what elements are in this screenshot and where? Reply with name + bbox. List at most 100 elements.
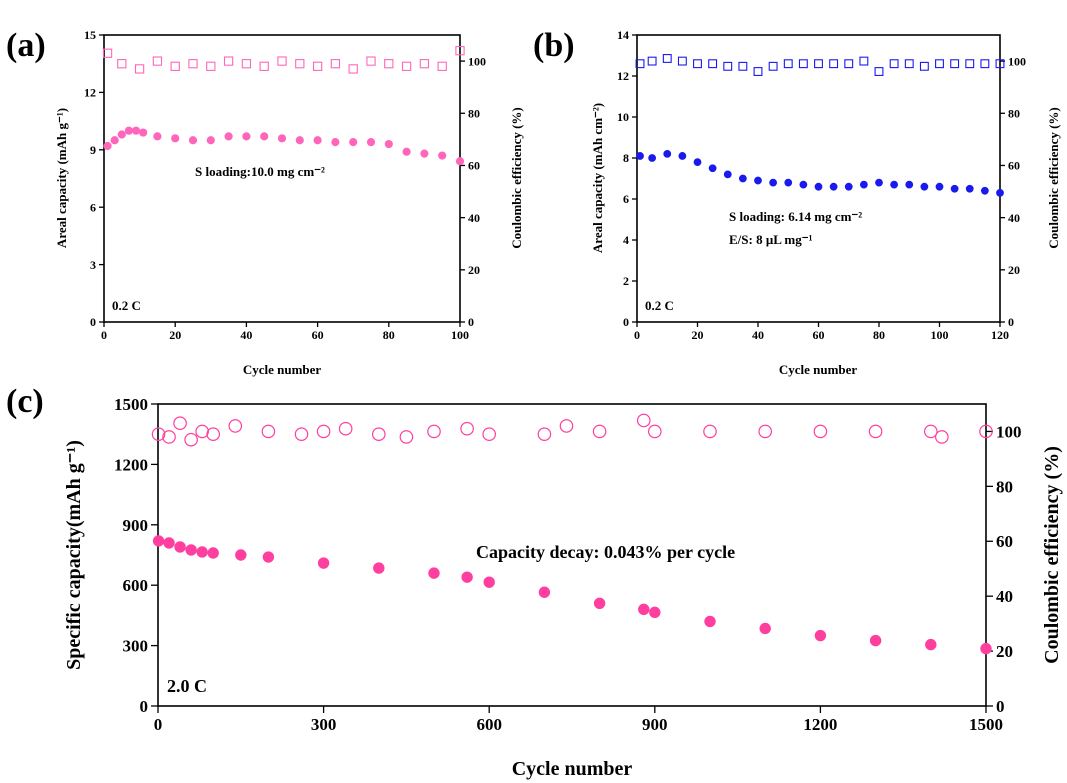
panel-b-efficiency-point (783, 59, 793, 69)
panel-c-efficiency-point (703, 424, 717, 439)
panel-c-y2-tick-label: 0 (996, 697, 1005, 716)
panel-a-capacity-point (117, 130, 126, 139)
panel-c-y-tick-label: 900 (123, 516, 149, 535)
panel-a-efficiency-point (241, 59, 252, 69)
panel-c-capacity-point (649, 606, 661, 619)
panel-a-efficiency-point (134, 64, 145, 74)
panel-a-capacity-point (366, 138, 376, 147)
panel-b-efficiency-point (662, 54, 672, 63)
panel-b-efficiency-point (889, 59, 899, 69)
panel-b-x-tick-label: 100 (931, 328, 949, 342)
panel-b-capacity-point (814, 182, 823, 191)
panel-a-capacity-point (131, 126, 141, 135)
panel-b-efficiency-point (980, 59, 990, 69)
panel-b-capacity-point (738, 174, 747, 183)
panel-a-efficiency-point (419, 59, 430, 69)
panel-a-annotation: S loading:10.0 mg cm⁻² (195, 164, 325, 179)
panel-a-efficiency-point (295, 59, 305, 69)
panel-b-capacity-point (636, 152, 644, 160)
panel-b-y-tick-label: 0 (623, 315, 629, 329)
panel-c-efficiency-point (206, 427, 220, 441)
panel-a-x-tick-label: 40 (240, 328, 252, 342)
panel-a-y-tick-label: 15 (84, 28, 96, 42)
panel-a-x-tick-label: 0 (101, 328, 107, 342)
panel-c-annotation: Capacity decay: 0.043% per cycle (476, 542, 735, 562)
panel-c-efficiency-point (195, 424, 209, 439)
panel-a-x-tick-label: 60 (312, 328, 324, 342)
panel-b-efficiency-point (935, 59, 944, 69)
panel-c-x-tick-label: 900 (642, 715, 668, 734)
panel-c-efficiency-point (151, 427, 166, 441)
panel-b-efficiency-point (844, 59, 854, 69)
panel-b-efficiency-point (635, 59, 645, 69)
panel-a-y-tick-label: 12 (84, 86, 96, 100)
panel-b-frame (636, 34, 1001, 323)
panel-c-capacity-point (814, 629, 827, 642)
panel-b-efficiency-point (829, 59, 839, 69)
panel-c-capacity-point (483, 576, 495, 588)
panel-b-y-tick-label: 12 (617, 69, 629, 83)
panel-c-efficiency-point (162, 430, 176, 444)
panel-b-y-tick-label: 10 (617, 110, 629, 124)
panel-a-capacity-point (420, 149, 429, 158)
panel-c-capacity-point (925, 638, 937, 651)
panel-a-y-tick-label: 3 (90, 258, 96, 272)
panel-a-efficiency-point (366, 56, 376, 66)
panel-c-efficiency-point (559, 419, 574, 433)
panel-c-efficiency-point (979, 424, 993, 439)
panel-b-capacity-point (648, 154, 657, 162)
panel-b-x-tick-label: 60 (813, 328, 825, 342)
panel-b-efficiency-point (677, 56, 687, 66)
panel-b-efficiency-point (874, 67, 884, 76)
panel-c-x-tick-label: 1200 (803, 715, 837, 734)
panel-b-x-tick-label: 120 (991, 328, 1009, 342)
panel-a-efficiency-point (455, 46, 465, 56)
panel-a-capacity-point (171, 134, 180, 143)
panel-b-capacity-point (920, 182, 929, 191)
panel-c-efficiency-point (427, 424, 441, 439)
panel-b-efficiency-point (995, 59, 1005, 69)
panel-a-x-tick-label: 80 (383, 328, 395, 342)
panel-b-capacity-point (905, 180, 914, 189)
panel-a-capacity-point (402, 147, 411, 156)
panel-a-capacity-point (313, 136, 322, 145)
panel-c-x-tick-label: 300 (311, 715, 337, 734)
panel-c-capacity-point (593, 597, 606, 610)
panel-c-efficiency-point (228, 419, 243, 433)
panel-b-y-tick-label: 8 (623, 151, 629, 165)
panel-a-capacity-point (110, 136, 119, 145)
panel-b-capacity-point (980, 186, 989, 195)
panel-b-x-tick-label: 0 (634, 328, 640, 342)
panel-b-annotation-es: E/S: 8 μL mg⁻¹ (729, 232, 813, 247)
panel-c-y-tick-label: 600 (123, 576, 149, 595)
panel-b-capacity-point (769, 178, 778, 187)
panel-c-capacity-point (174, 541, 186, 553)
panel-c-efficiency-point (184, 432, 198, 447)
panel-c-efficiency-point (758, 424, 772, 439)
panel-a-x-tick-label: 20 (169, 328, 181, 342)
panel-b-x-tick-label: 80 (873, 328, 885, 342)
panel-b-x-tick-label: 20 (692, 328, 704, 342)
panel-a-y2-tick-label: 100 (468, 54, 486, 68)
panel-b-y2-tick-label: 20 (1008, 263, 1020, 277)
panel-b-efficiency-point (965, 59, 975, 69)
panel-a-capacity-point (206, 136, 215, 145)
panel-b-capacity-point (875, 178, 883, 187)
panel-c-y-tick-label: 1200 (114, 455, 148, 474)
panel-c-y2-tick-label: 20 (996, 642, 1013, 661)
panel-c-efficiency-point (482, 427, 496, 441)
panel-a-y2-tick-label: 40 (468, 211, 480, 225)
panel-a-capacity-point (242, 132, 251, 141)
panel-c-y-title: Specific capacity(mAh g⁻¹) (63, 440, 85, 670)
panel-c-efficiency-point (868, 424, 883, 439)
panel-b-capacity-point (678, 152, 687, 160)
panel-b-y-tick-label: 6 (623, 192, 629, 206)
panel-c-efficiency-point (399, 430, 414, 444)
panel-a-capacity-point (455, 157, 465, 166)
panel-b-capacity-point (754, 176, 762, 185)
panel-a-efficiency-point (312, 61, 323, 71)
panel-a-capacity-point (331, 138, 340, 147)
panel-b-efficiency-point (723, 61, 733, 71)
panel-b-x-title: Cycle number (779, 362, 858, 377)
